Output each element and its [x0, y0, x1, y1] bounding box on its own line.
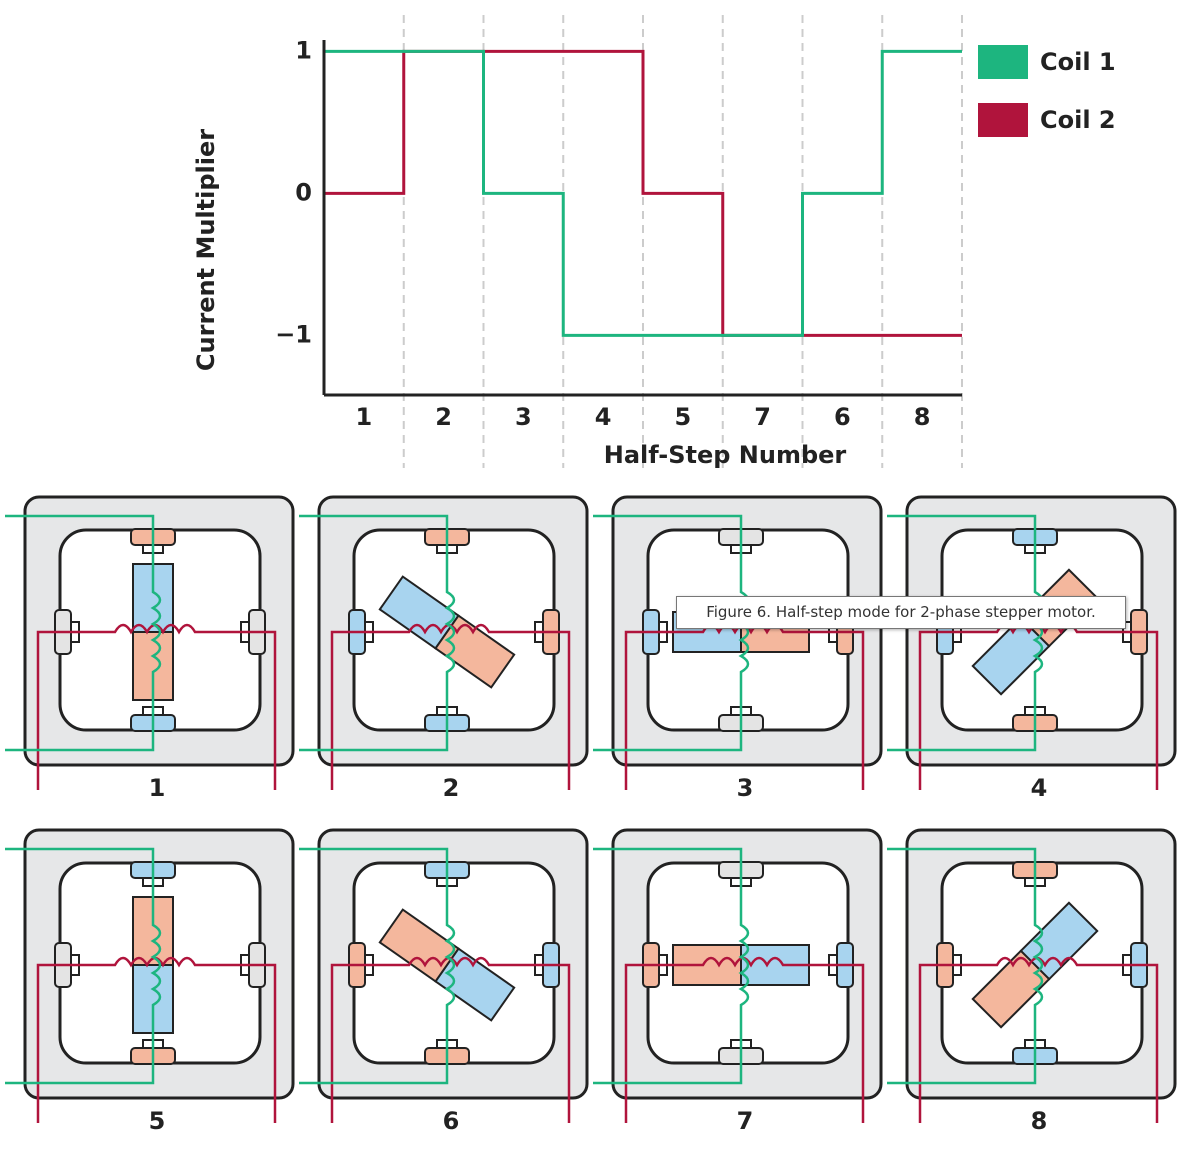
x-tick-label: 4 [595, 403, 612, 431]
coil-1-wire [299, 847, 456, 1085]
panel-label: 8 [1031, 1107, 1048, 1135]
panel-label: 4 [1031, 774, 1048, 802]
panel-label: 1 [149, 774, 166, 802]
pole [1122, 942, 1148, 988]
y-axis-label: Current Multiplier [192, 129, 220, 371]
coil-1-wire [5, 847, 162, 1085]
x-tick-label: 8 [914, 403, 931, 431]
panel-label: 7 [737, 1107, 754, 1135]
tooltip: Figure 6. Half-step mode for 2-phase ste… [676, 596, 1126, 629]
y-tick-label: 1 [295, 36, 312, 64]
motor-panel: 7 [593, 828, 883, 1135]
coil-1-wire [887, 847, 1044, 1085]
y-tick-label: −1 [275, 320, 312, 348]
panel-label: 3 [737, 774, 754, 802]
x-tick-label: 7 [754, 403, 771, 431]
x-tick-label: 6 [834, 403, 851, 431]
panel-label: 5 [149, 1107, 166, 1135]
motor-panel: 4 [887, 495, 1177, 802]
motor-panel: 6 [299, 828, 589, 1135]
x-tick-label: 3 [515, 403, 532, 431]
coil-1-wire [593, 847, 750, 1085]
step-line [324, 49, 962, 337]
x-tick-label: 2 [435, 403, 452, 431]
x-tick-label: 5 [675, 403, 692, 431]
motor-panel: 3 [593, 495, 883, 802]
motor-panel: 1 [5, 495, 295, 802]
coil-1-wire [299, 514, 456, 752]
motor-panel: 5 [5, 828, 295, 1135]
legend-swatch [978, 45, 1028, 79]
legend-swatch [978, 103, 1028, 137]
y-tick-label: 0 [295, 178, 312, 206]
legend-label: Coil 2 [1040, 106, 1116, 134]
step-line [324, 49, 962, 337]
rotor-south [971, 949, 1051, 1029]
panel-label: 6 [443, 1107, 460, 1135]
motor-panel: 2 [299, 495, 589, 802]
x-tick-label: 1 [356, 403, 373, 431]
rotor [672, 944, 810, 986]
x-axis-label: Half-Step Number [604, 441, 847, 469]
coil-1-wire [5, 514, 162, 752]
motor-panel: 8 [887, 828, 1177, 1135]
rotor-south [434, 614, 516, 689]
panel-label: 2 [443, 774, 460, 802]
legend-label: Coil 1 [1040, 48, 1116, 76]
